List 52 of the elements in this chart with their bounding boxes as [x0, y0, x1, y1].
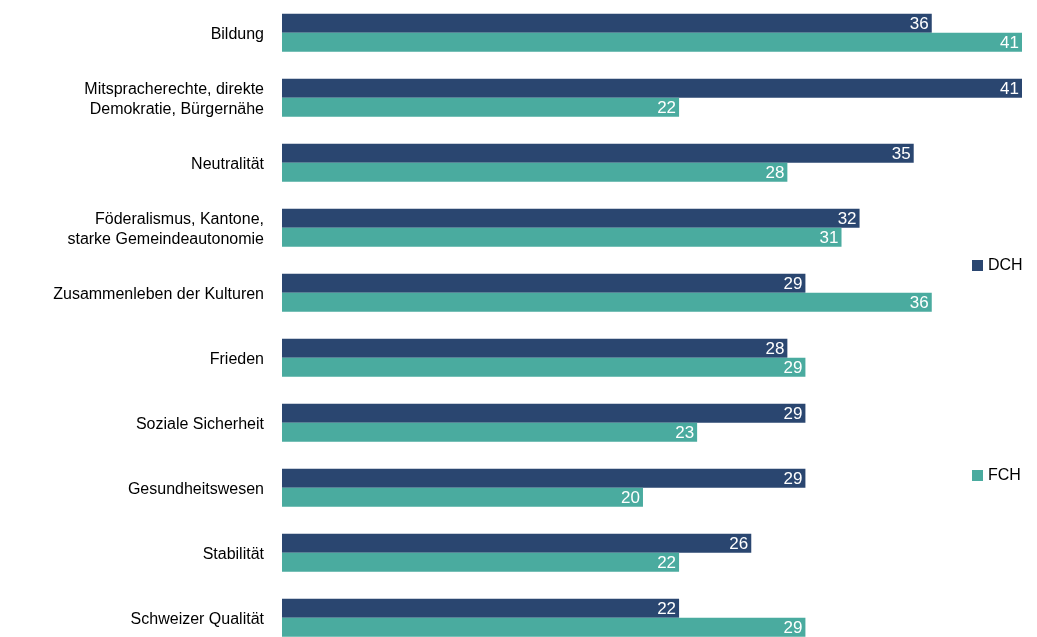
- y-tick-label: Föderalismus, Kantone, starke Gemeindeautonomie: [67, 209, 265, 246]
- bar: [282, 422, 698, 442]
- bar: [282, 32, 1022, 52]
- data-label: 41: [1000, 33, 1019, 53]
- bar: [282, 208, 860, 228]
- data-label: 29: [783, 618, 803, 637]
- data-label: 20: [621, 488, 640, 508]
- data-label: 22: [657, 98, 677, 118]
- data-label: 22: [657, 553, 677, 573]
- bar: [282, 338, 788, 358]
- data-label: 36: [909, 14, 929, 34]
- data-label: 29: [783, 274, 803, 294]
- data-label: 22: [657, 599, 677, 619]
- y-tick-label: Zusammenleben der Kulturen: [53, 284, 264, 301]
- data-label: 29: [783, 404, 803, 424]
- y-tick-label: Stabilität: [202, 544, 265, 561]
- legend-label: FCH: [988, 466, 1021, 484]
- y-tick-label: Soziale Sicherheit: [135, 414, 265, 431]
- bar: [282, 273, 806, 293]
- bar: [282, 162, 788, 182]
- data-label: 41: [1000, 79, 1019, 99]
- data-label: 32: [837, 209, 857, 229]
- bar: [282, 403, 806, 423]
- y-tick-label: Frieden: [209, 349, 264, 366]
- bar: [282, 533, 752, 553]
- bar: [282, 617, 806, 637]
- bar: [282, 552, 680, 572]
- bar: [282, 78, 1022, 98]
- legend-label: DCH: [988, 256, 1023, 274]
- y-tick-label: Bildung: [210, 24, 264, 41]
- bar: [282, 227, 842, 247]
- y-tick-label: Gesundheitswesen: [127, 479, 264, 496]
- data-label: 26: [729, 534, 749, 554]
- bar: [282, 97, 680, 117]
- data-label: 28: [765, 163, 785, 183]
- y-tick-label: Neutralität: [191, 154, 265, 171]
- bar: [282, 13, 932, 33]
- data-label: 31: [819, 228, 839, 248]
- data-label: 36: [909, 293, 929, 313]
- bar: [282, 143, 914, 163]
- bar: [282, 487, 643, 507]
- y-tick-label: Schweizer Qualität: [130, 609, 265, 626]
- bar: [282, 357, 806, 377]
- bar: [282, 292, 932, 312]
- bar: [282, 598, 680, 618]
- data-label: 29: [783, 358, 803, 378]
- data-label: 23: [675, 423, 695, 443]
- bar: [282, 468, 806, 488]
- y-tick-label: Mitspracherechte, direkte Demokratie, Bürgernähe: [84, 79, 265, 116]
- data-label: 35: [891, 144, 911, 164]
- data-label: 28: [765, 339, 785, 359]
- data-label: 29: [783, 469, 803, 489]
